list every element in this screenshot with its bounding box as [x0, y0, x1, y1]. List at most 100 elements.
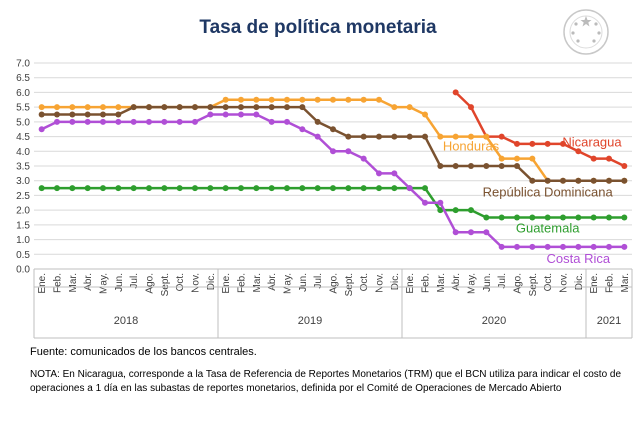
- data-point: [146, 185, 152, 192]
- data-point: [437, 207, 444, 214]
- data-point: [514, 163, 520, 169]
- x-tick-label: May.: [99, 273, 110, 294]
- data-point: [483, 133, 490, 140]
- data-point: [452, 229, 459, 236]
- data-point: [514, 140, 520, 147]
- data-point: [100, 118, 106, 125]
- data-point: [207, 185, 214, 192]
- nota-text: NOTA: En Nicaragua, corresponde a la Tas…: [30, 369, 622, 394]
- data-point: [345, 185, 352, 192]
- data-point: [606, 214, 612, 221]
- data-point: [161, 185, 168, 192]
- data-point: [606, 155, 612, 162]
- data-point: [575, 243, 582, 250]
- data-point: [514, 155, 520, 162]
- data-point: [621, 243, 628, 250]
- series-lines: [38, 89, 628, 250]
- data-point: [161, 118, 168, 125]
- y-tick-label: 5.5: [16, 103, 30, 114]
- data-point: [376, 185, 382, 192]
- y-tick-label: 4.0: [16, 147, 30, 158]
- data-point: [54, 185, 60, 192]
- data-point: [575, 214, 582, 221]
- data-point: [468, 133, 474, 140]
- y-tick-label: 0.0: [16, 265, 30, 276]
- x-axis: Ene. Feb. Mar. Abr. May. Jun. Jul. Ago. Sept. Oct…: [33, 268, 633, 339]
- data-point: [115, 111, 122, 118]
- data-point: [284, 104, 290, 111]
- x-tick-label: Dic.: [390, 273, 401, 290]
- data-point: [314, 133, 321, 140]
- x-tick-label: Dic.: [574, 273, 585, 290]
- data-point: [391, 170, 398, 177]
- series-label: Honduras: [443, 139, 500, 154]
- data-point: [54, 111, 60, 118]
- x-tick-label: Dic.: [206, 273, 217, 290]
- x-tick-label: Ago.: [145, 273, 156, 294]
- data-point: [452, 163, 459, 169]
- data-point: [376, 96, 382, 103]
- source-note: Fuente: comunicados de los bancos centra…: [30, 346, 257, 358]
- data-point: [253, 96, 260, 103]
- data-point: [560, 177, 566, 184]
- data-point: [544, 243, 551, 250]
- data-point: [69, 104, 76, 111]
- x-tick-label: Jun.: [298, 273, 309, 292]
- data-point: [222, 96, 229, 103]
- data-point: [406, 133, 413, 140]
- data-point: [590, 155, 597, 162]
- x-tick-label: Abr.: [267, 273, 278, 291]
- series-label: República Dominicana: [483, 185, 614, 200]
- data-point: [253, 111, 260, 118]
- x-tick-label: Ago.: [329, 273, 340, 294]
- data-point: [575, 148, 582, 155]
- data-point: [54, 118, 60, 125]
- y-tick-label: 1.0: [16, 235, 30, 246]
- data-point: [238, 185, 244, 192]
- x-tick-label: Mar.: [620, 273, 631, 292]
- data-point: [437, 133, 444, 140]
- x-tick-label: Ago.: [513, 273, 524, 294]
- data-point: [207, 111, 214, 118]
- data-point: [621, 214, 628, 221]
- data-point: [222, 111, 229, 118]
- data-point: [468, 104, 474, 111]
- y-tick-label: 5.0: [16, 117, 30, 128]
- data-point: [529, 214, 536, 221]
- y-tick-label: 6.0: [16, 88, 30, 99]
- y-tick-label: 3.5: [16, 162, 30, 173]
- data-point: [498, 163, 505, 169]
- data-point: [238, 104, 244, 111]
- data-point: [590, 214, 597, 221]
- data-point: [483, 229, 490, 236]
- data-point: [468, 163, 474, 169]
- data-point: [330, 148, 336, 155]
- y-tick-label: 2.0: [16, 206, 30, 217]
- data-point: [606, 243, 612, 250]
- data-point: [606, 177, 612, 184]
- x-tick-label: Ene.: [221, 273, 232, 294]
- data-point: [345, 148, 352, 155]
- x-tick-label: Ene.: [589, 273, 600, 294]
- x-tick-label: Sept.: [160, 273, 171, 296]
- data-point: [360, 133, 367, 140]
- data-point: [146, 104, 152, 111]
- series-line-honduras: [41, 98, 625, 182]
- data-point: [560, 243, 566, 250]
- y-tick-label: 1.5: [16, 220, 30, 231]
- x-tick-label: Feb.: [237, 273, 248, 293]
- data-point: [529, 177, 536, 184]
- data-point: [222, 185, 229, 192]
- data-point: [544, 140, 551, 147]
- y-tick-label: 7.0: [16, 59, 30, 70]
- data-point: [514, 243, 520, 250]
- data-point: [498, 243, 505, 250]
- data-point: [422, 111, 428, 118]
- policy-rate-chart: Tasa de política monetaria 0.0 0.5 1.0 1.5 2…: [16, 17, 633, 339]
- data-point: [452, 89, 459, 96]
- data-point: [69, 185, 76, 192]
- x-tick-label: Nov.: [559, 273, 570, 293]
- year-label: 2019: [298, 315, 322, 327]
- x-tick-label: Feb.: [53, 273, 64, 293]
- data-point: [238, 96, 244, 103]
